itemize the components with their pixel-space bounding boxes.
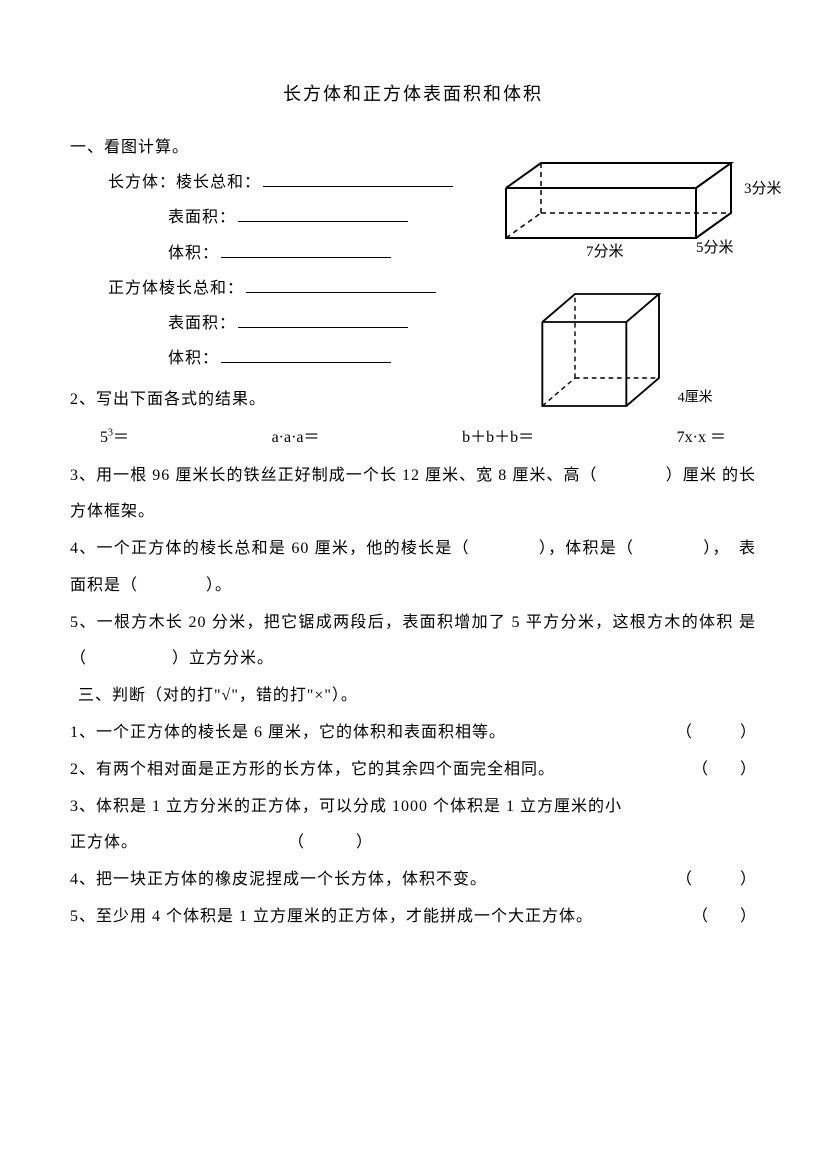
cuboid-edge-label: 长方体：棱长总和： bbox=[108, 174, 261, 191]
q4: 4、一个正方体的棱长总和是 60 厘米，他的棱长是（ ），体积是（ ）， 表面积… bbox=[70, 531, 756, 605]
j1-text: 1、一个正方体的棱长是 6 厘米，它的体积和表面积相等。 bbox=[70, 724, 506, 741]
j3b-text: 正方体。 bbox=[70, 834, 138, 851]
page-title: 长方体和正方体表面积和体积 bbox=[70, 80, 756, 106]
j4-text: 4、把一块正方体的橡皮泥捏成一个长方体，体积不变。 bbox=[70, 871, 487, 888]
cube-diagram: 4厘米 bbox=[516, 280, 746, 420]
j2-text: 2、有两个相对面是正方形的长方体，它的其余四个面完全相同。 bbox=[70, 761, 555, 778]
cuboid-dim-height: 3分米 bbox=[744, 180, 782, 197]
judge-4: 4、把一块正方体的橡皮泥捏成一个长方体，体积不变。 （ ） bbox=[70, 862, 756, 899]
section-1: 一、看图计算。 长方体：棱长总和： 表面积： 体积： 正方体棱长总和： 表面积：… bbox=[70, 130, 756, 376]
expr-1: 53＝ bbox=[100, 419, 129, 457]
cube-dim: 4厘米 bbox=[678, 389, 713, 405]
blank-cube-volume[interactable] bbox=[221, 345, 391, 364]
j2-paren[interactable]: （ ） bbox=[692, 752, 756, 789]
j4-paren[interactable]: （ ） bbox=[676, 862, 756, 899]
judge-5: 5、至少用 4 个体积是 1 立方厘米的正方体，才能拼成一个大正方体。 （ ） bbox=[70, 899, 756, 936]
judge-2: 2、有两个相对面是正方形的长方体，它的其余四个面完全相同。 （ ） bbox=[70, 752, 756, 789]
blank-cuboid-edge[interactable] bbox=[263, 169, 453, 188]
cuboid-diagram: 7分米 5分米 3分米 bbox=[496, 148, 796, 268]
expr-4: 7x·x ＝ bbox=[677, 419, 726, 457]
cuboid-surface-label: 表面积： bbox=[168, 209, 236, 226]
judge-3b: 正方体。 （ ） bbox=[70, 825, 756, 862]
q2-expressions: 53＝ a·a·a＝ b＋b＋b＝ 7x·x ＝ bbox=[70, 419, 756, 457]
blank-cube-surface[interactable] bbox=[238, 309, 408, 328]
blank-cuboid-surface[interactable] bbox=[238, 204, 408, 223]
section-3-heading: 三、判断（对的打"√"，错的打"×"）。 bbox=[70, 678, 756, 715]
cuboid-volume-label: 体积： bbox=[168, 245, 219, 262]
blank-cuboid-volume[interactable] bbox=[221, 239, 391, 258]
cube-volume-label: 体积： bbox=[168, 350, 219, 367]
q5: 5、一根方木长 20 分米，把它锯成两段后，表面积增加了 5 平方分米，这根方木… bbox=[70, 605, 756, 679]
judge-3a: 3、体积是 1 立方分米的正方体，可以分成 1000 个体积是 1 立方厘米的小 bbox=[70, 789, 756, 826]
cuboid-fields: 长方体：棱长总和： 表面积： 体积： 正方体棱长总和： 表面积： 体积： bbox=[70, 165, 490, 376]
cube-edge-label: 正方体棱长总和： bbox=[108, 280, 244, 297]
j5-text: 5、至少用 4 个体积是 1 立方厘米的正方体，才能拼成一个大正方体。 bbox=[70, 908, 593, 925]
j5-paren[interactable]: （ ） bbox=[692, 899, 756, 936]
worksheet-page: 长方体和正方体表面积和体积 一、看图计算。 长方体：棱长总和： 表面积： 体积：… bbox=[0, 0, 826, 1169]
expr-2: a·a·a＝ bbox=[272, 419, 320, 457]
expr-3: b＋b＋b＝ bbox=[462, 419, 534, 457]
j3-paren[interactable]: （ ） bbox=[288, 834, 373, 851]
cuboid-dim-width: 5分米 bbox=[696, 239, 734, 256]
judge-1: 1、一个正方体的棱长是 6 厘米，它的体积和表面积相等。 （ ） bbox=[70, 715, 756, 752]
blank-cube-edge[interactable] bbox=[246, 274, 436, 293]
q3: 3、用一根 96 厘米长的铁丝正好制成一个长 12 厘米、宽 8 厘米、高（ ）… bbox=[70, 458, 756, 532]
j1-paren[interactable]: （ ） bbox=[676, 715, 756, 752]
cube-surface-label: 表面积： bbox=[168, 315, 236, 332]
cuboid-dim-length: 7分米 bbox=[586, 243, 624, 260]
